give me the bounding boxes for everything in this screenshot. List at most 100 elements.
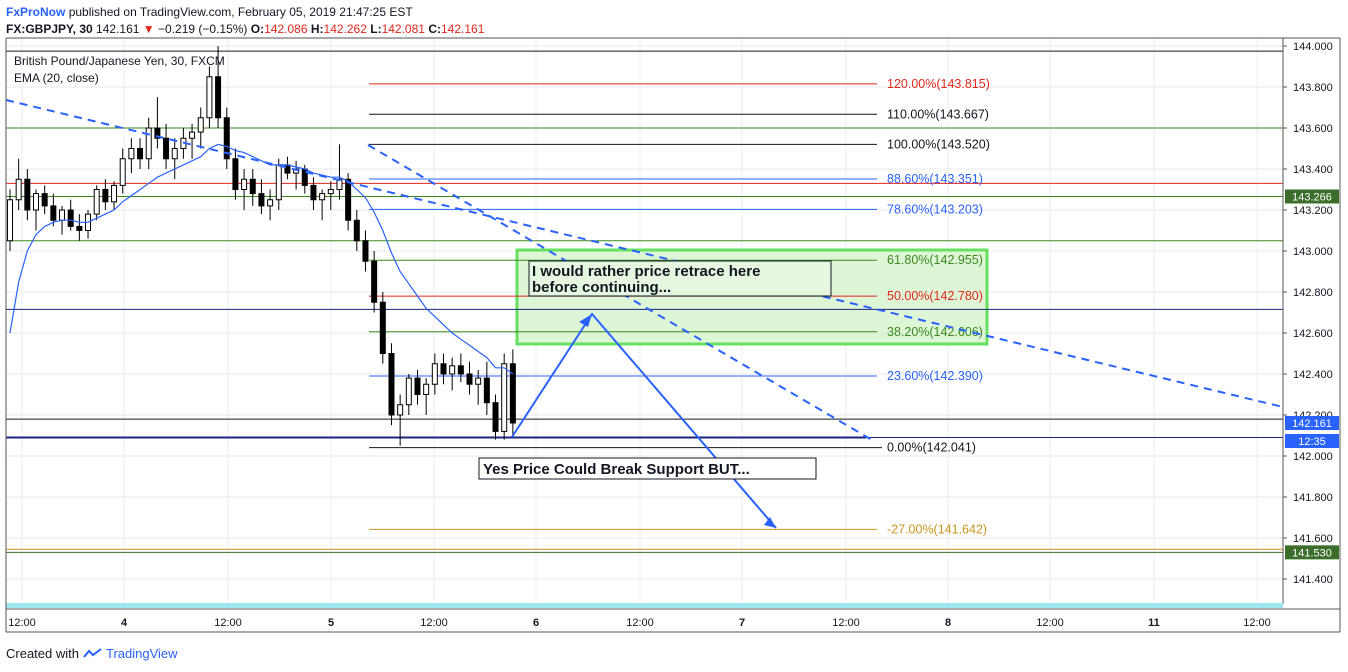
candle-body: [345, 178, 352, 221]
candle-body: [267, 199, 274, 207]
close-label: C:: [428, 22, 441, 36]
time-tick-label: 12:00: [8, 617, 36, 629]
candle-body: [405, 377, 412, 406]
candle-body: [67, 209, 74, 227]
down-arrow-icon: ▼: [142, 22, 155, 36]
candle-body: [232, 158, 239, 190]
chart-legend: British Pound/Japanese Yen, 30, FXCM EMA…: [14, 54, 225, 85]
candle-body: [223, 117, 230, 160]
retrace-text-line2: before continuing...: [532, 279, 671, 296]
support-text: Yes Price Could Break Support BUT...: [483, 461, 750, 478]
symbol-label: FX:GBPJPY, 30: [6, 22, 93, 36]
retrace-text-line1: I would rather price retrace here: [532, 263, 760, 280]
candle-body: [189, 131, 196, 139]
price-tick-label: 141.800: [1293, 492, 1333, 504]
candle-body: [388, 353, 395, 416]
support-callout: Yes Price Could Break Support BUT...: [478, 457, 817, 480]
high-value: 142.262: [323, 22, 367, 36]
price-badges: 143.266 142.161 12:35 141.530: [1285, 189, 1339, 560]
time-tick-label: 7: [739, 617, 745, 629]
candle-body: [33, 193, 40, 211]
candle-body: [483, 377, 490, 404]
footer: Created with TradingView: [6, 646, 178, 661]
publisher-name[interactable]: FxProNow: [6, 5, 66, 19]
candle-body: [362, 240, 369, 262]
arrow-head-down-icon: [764, 517, 776, 528]
ema-path: [9, 143, 514, 375]
projection-path: [511, 312, 777, 529]
time-tick-label: 5: [328, 617, 334, 629]
price-badge: [1285, 545, 1339, 560]
price-tick-label: 142.400: [1293, 369, 1333, 381]
price-badge-label: 142.161: [1292, 418, 1332, 430]
candle-body: [145, 127, 152, 160]
fib-label: 0.00%(142.041): [887, 441, 976, 455]
price-tick-label: 143.000: [1293, 246, 1333, 258]
low-label: L:: [370, 22, 382, 36]
fib-label: 78.60%(143.203): [887, 202, 983, 216]
price-tick-label: 143.600: [1293, 123, 1333, 135]
price-badge: [1285, 189, 1339, 204]
candle-body: [371, 260, 378, 303]
candle-body: [449, 365, 456, 375]
time-tick-label: 12:00: [1036, 617, 1064, 629]
fib-label: 120.00%(143.815): [887, 77, 990, 91]
candle-body: [397, 404, 404, 416]
candle-body: [171, 148, 178, 160]
price-change: −0.219 (−0.15%): [158, 22, 248, 36]
created-with-label: Created with: [6, 646, 79, 661]
fib-label: 23.60%(142.390): [887, 369, 983, 383]
price-tick-label: 141.600: [1293, 533, 1333, 545]
trendline-upper[interactable]: [5, 99, 1284, 408]
price-tick-label: 141.400: [1293, 574, 1333, 586]
candle-body: [353, 219, 360, 242]
publish-info: FxProNow published on TradingView.com, F…: [6, 5, 413, 19]
fib-levels: 120.00%(143.815) 110.00%(143.667) 100.00%(…: [369, 77, 990, 536]
horizontal-levels: [6, 50, 1283, 553]
indicator-label[interactable]: EMA (20, close): [14, 71, 99, 85]
candle-body: [501, 363, 508, 432]
price-tick-label: 144.000: [1293, 41, 1333, 53]
candle-body: [475, 377, 482, 385]
fib-label: 88.60%(143.351): [887, 172, 983, 186]
time-tick-label: 11: [1148, 617, 1160, 629]
candle-body: [258, 193, 265, 207]
candle-body: [76, 225, 83, 231]
candle-body: [50, 205, 57, 221]
candle-body: [7, 199, 13, 242]
candle-body: [154, 127, 161, 139]
ohlc-bar: FX:GBPJPY, 30 142.161 ▼ −0.219 (−0.15%) …: [6, 22, 484, 36]
close-value: 142.161: [440, 22, 485, 36]
time-tick-label: 12:00: [214, 617, 242, 629]
candle-body: [128, 148, 135, 160]
low-value: 142.081: [381, 22, 425, 36]
fib-label: 100.00%(143.520): [887, 137, 990, 151]
candle-body: [206, 76, 213, 119]
price-tick-label: 143.400: [1293, 164, 1333, 176]
candle-body: [431, 363, 438, 385]
retrace-callout: I would rather price retrace here before…: [528, 260, 832, 297]
time-tick-label: 6: [533, 617, 539, 629]
candle-body: [423, 383, 430, 395]
candle-body: [509, 363, 516, 424]
tradingview-link[interactable]: TradingView: [106, 646, 178, 661]
candle-body: [241, 178, 248, 190]
candle-body: [163, 137, 170, 160]
candle-body: [284, 164, 291, 174]
candle-body: [215, 76, 222, 119]
price-badge-label: 12:35: [1298, 436, 1326, 448]
candle-body: [137, 148, 144, 160]
price-tick-label: 142.800: [1293, 287, 1333, 299]
candle-body: [414, 377, 421, 396]
price-badge-label: 143.266: [1292, 191, 1332, 203]
arrow-head-up-icon: [579, 314, 592, 327]
high-label: H:: [310, 22, 324, 36]
candle-body: [457, 365, 464, 375]
time-tick-label: 12:00: [832, 617, 860, 629]
time-tick-label: 8: [945, 617, 951, 629]
time-tick-label: 12:00: [1243, 617, 1271, 629]
time-axis[interactable]: 12:00 4 12:00 5 12:00 6 12:00 7 12:00 8 12:00 11 12:…: [8, 617, 1271, 629]
fib-label: 50.00%(142.780): [887, 289, 983, 303]
candle-body: [327, 189, 334, 195]
